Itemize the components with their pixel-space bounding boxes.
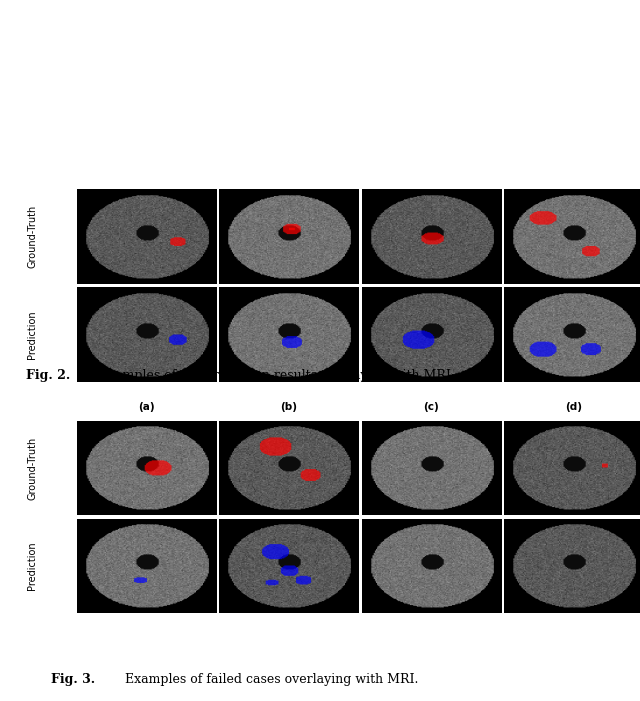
Text: Examples of the prediction results overlaying with MRI.: Examples of the prediction results overl… bbox=[99, 369, 455, 381]
Text: Prediction: Prediction bbox=[27, 542, 37, 590]
Text: Ground-Truth: Ground-Truth bbox=[27, 205, 37, 268]
Text: Ground-Truth: Ground-Truth bbox=[27, 436, 37, 500]
Text: Fig. 3.: Fig. 3. bbox=[51, 674, 95, 686]
Text: Fig. 2.: Fig. 2. bbox=[26, 369, 70, 381]
Text: Prediction: Prediction bbox=[27, 311, 37, 359]
Text: (d): (d) bbox=[565, 402, 582, 411]
Text: (b): (b) bbox=[280, 402, 298, 411]
Text: (a): (a) bbox=[138, 402, 155, 411]
Text: Examples of failed cases overlaying with MRI.: Examples of failed cases overlaying with… bbox=[125, 674, 418, 686]
Text: (c): (c) bbox=[423, 402, 439, 411]
